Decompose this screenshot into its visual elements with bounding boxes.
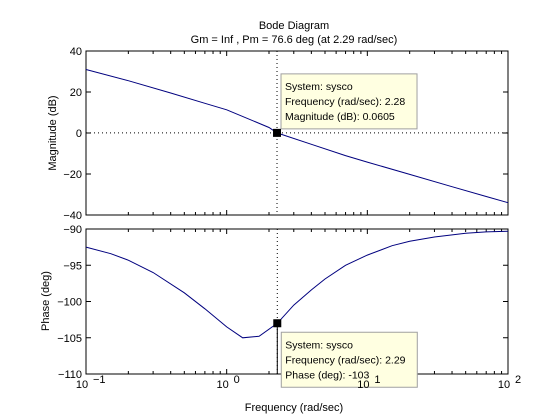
magnitude-y-tick-label: 40 [70,46,82,58]
x-tick-labels: 10 −1 10 0 10 1 10 2 [76,374,521,391]
chart-subtitle: Gm = Inf , Pm = 76.6 deg (at 2.29 rad/se… [191,34,398,46]
phase-datatip-box [280,331,418,388]
x-tick-label: 10 [498,379,510,391]
magnitude-datatip-marker [273,128,282,137]
phase-datatip-line: System: sysco [285,339,353,351]
phase-ylabel: Phase (deg) [40,271,52,331]
phase-y-tick-label: −90 [63,224,82,236]
x-tick-label: 10 [357,379,369,391]
x-tick-exponent: −1 [93,374,106,386]
phase-datatip-marker [273,319,282,328]
phase-y-tick-label: −95 [63,260,82,272]
phase-series-line [85,230,509,339]
x-tick-exponent: 2 [515,374,521,386]
phase-datatip-line: Frequency (rad/sec): 2.29 [285,354,405,366]
magnitude-datatip-line: Magnitude (dB): 0.0605 [285,111,395,123]
x-tick-label: 10 [217,379,229,391]
magnitude-y-tick-label: −40 [63,210,82,222]
magnitude-plot: 40 20 0 −20 −40 System: sysco Frequency (rad/s… [63,46,509,222]
phase-datatip-line: Phase (deg): -103 [285,369,369,381]
phase-y-tick-label: −110 [58,369,82,381]
x-tick-exponent: 0 [234,374,240,386]
phase-y-tick-label: −100 [57,297,82,309]
magnitude-ylabel: Magnitude (dB) [47,95,59,170]
magnitude-y-tick-label: −20 [63,169,82,181]
x-tick-exponent: 1 [374,374,380,386]
magnitude-datatip-box [280,73,418,130]
magnitude-datatip-line: System: sysco [285,81,353,93]
chart-title: Bode Diagram [259,20,329,32]
magnitude-datatip-line: Frequency (rad/sec): 2.28 [285,96,405,108]
magnitude-series-line [85,69,509,204]
phase-y-tick-label: −105 [57,333,82,345]
magnitude-y-tick-label: 20 [70,87,82,99]
x-tick-label: 10 [76,379,88,391]
x-axis-label: Frequency (rad/sec) [245,402,343,414]
magnitude-y-tick-label: 0 [76,128,82,140]
